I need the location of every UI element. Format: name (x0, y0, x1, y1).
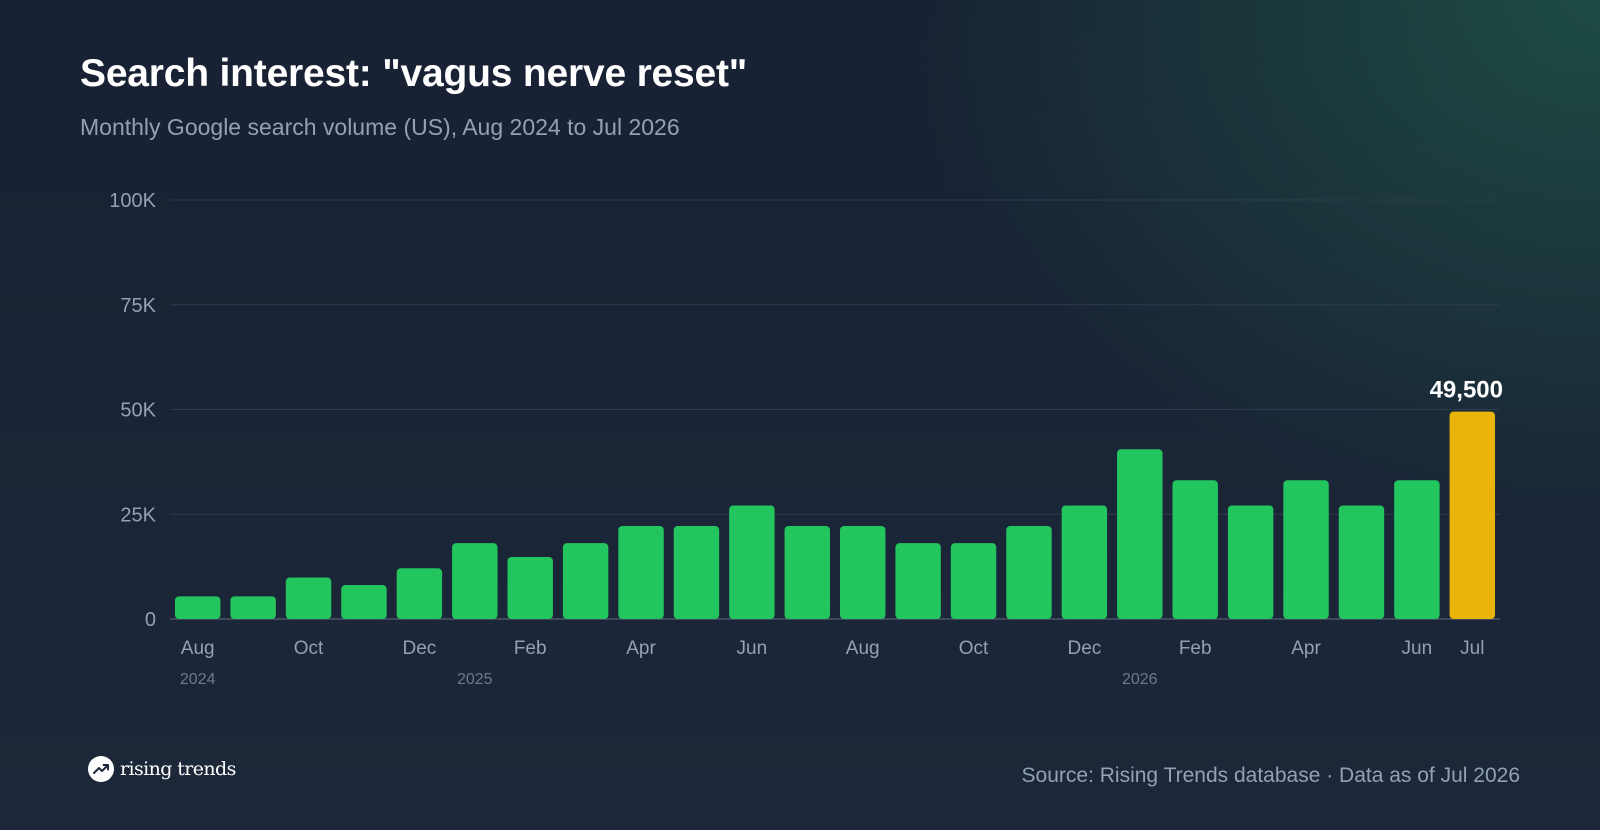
x-tick-label: Feb (1179, 638, 1212, 659)
bar (341, 585, 387, 619)
bar (396, 568, 443, 619)
chart-title: Search interest: "vagus nerve reset" (80, 52, 748, 95)
highlight-value-label: 49,500 (1430, 377, 1503, 404)
bar (1227, 505, 1274, 619)
x-tick-label: Oct (294, 638, 324, 659)
bar (673, 525, 720, 619)
bar (562, 543, 609, 619)
x-tick-label: Aug (181, 638, 215, 659)
source-note: Source: Rising Trends database · Data as… (1021, 764, 1520, 787)
x-tick-label: Jul (1460, 638, 1484, 659)
brand-logo: rising trends (88, 756, 236, 782)
data-labels: 49,500 (1430, 377, 1503, 404)
year-label: 2025 (457, 671, 493, 688)
x-tick-label: Dec (402, 638, 436, 659)
chart-subtitle: Monthly Google search volume (US), Aug 2… (80, 114, 680, 140)
bar (1172, 480, 1218, 619)
y-tick-label: 75K (120, 295, 156, 317)
x-tick-label: Dec (1067, 638, 1101, 659)
x-tick-label: Apr (1291, 638, 1321, 659)
year-label: 2024 (180, 671, 216, 688)
bar (1061, 505, 1108, 619)
x-tick-label: Feb (514, 638, 547, 659)
x-tick-label: Jun (1402, 638, 1433, 659)
bar (1006, 525, 1052, 619)
bar (729, 505, 775, 619)
x-axis-ticks: Aug Oct Dec Feb Apr Jun Aug Oct Dec Feb Apr Jun Jul 2… (180, 638, 1485, 688)
grid-lines (170, 199, 1500, 620)
bar (507, 556, 553, 619)
x-tick-label: Oct (959, 638, 989, 659)
bar (1338, 505, 1385, 619)
bar (895, 543, 941, 619)
x-tick-label: Jun (737, 638, 768, 659)
bar (452, 543, 498, 619)
bar-highlight (1449, 411, 1496, 619)
y-axis-ticks: 0 25K 50K 75K 100K (109, 190, 156, 631)
y-tick-label: 50K (120, 400, 156, 422)
bar (1117, 449, 1163, 619)
y-tick-label: 0 (145, 609, 156, 631)
brand-name: rising trends (120, 758, 236, 780)
x-tick-label: Aug (846, 638, 880, 659)
bars (174, 411, 1496, 619)
trend-arrow-icon (88, 756, 114, 782)
y-tick-label: 25K (120, 504, 156, 526)
bar (174, 596, 221, 619)
bar (618, 525, 664, 619)
bar (784, 525, 831, 619)
y-tick-label: 100K (109, 190, 156, 212)
year-label: 2026 (1122, 671, 1158, 688)
bar (950, 543, 997, 619)
bar (1394, 480, 1440, 619)
x-tick-label: Apr (626, 638, 656, 659)
bar (230, 596, 276, 619)
bar (839, 525, 886, 619)
bar (1283, 480, 1329, 619)
bar (285, 577, 332, 619)
